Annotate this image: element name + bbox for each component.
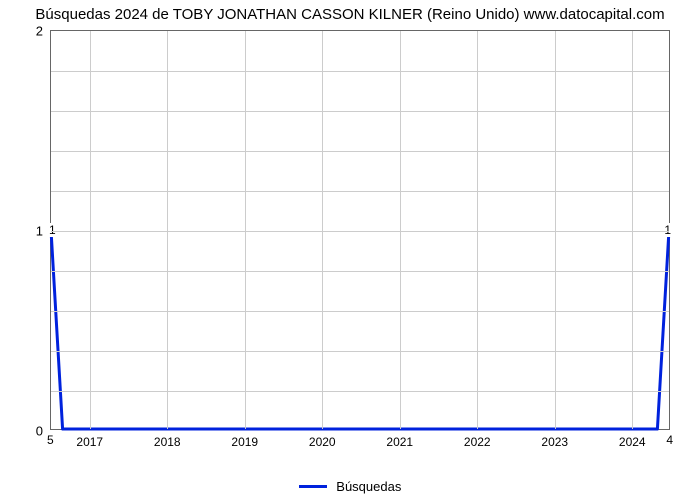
y-axis-label: 0 [36, 424, 43, 439]
legend: Búsquedas [0, 478, 700, 494]
x-gridline [555, 31, 556, 429]
x-axis-label: 2017 [76, 435, 103, 449]
x-axis-label: 2023 [541, 435, 568, 449]
x-gridline [90, 31, 91, 429]
y-minor-gridline [51, 111, 669, 112]
x-gridline [477, 31, 478, 429]
legend-swatch [299, 485, 327, 488]
legend-label: Búsquedas [336, 479, 401, 494]
y-minor-gridline [51, 191, 669, 192]
chart-area: 5 4 1 1 01220172018201920202021202220232… [50, 30, 670, 430]
x-gridline [632, 31, 633, 429]
x-axis-label: 2024 [619, 435, 646, 449]
x-axis-label: 2019 [231, 435, 258, 449]
chart-title: Búsquedas 2024 de TOBY JONATHAN CASSON K… [0, 0, 700, 23]
x-axis-label: 2020 [309, 435, 336, 449]
inner-bottom-right-label: 4 [666, 433, 673, 447]
inner-mid-left-label: 1 [47, 223, 58, 237]
y-minor-gridline [51, 271, 669, 272]
x-gridline [400, 31, 401, 429]
x-gridline [322, 31, 323, 429]
y-minor-gridline [51, 351, 669, 352]
y-minor-gridline [51, 391, 669, 392]
x-gridline [245, 31, 246, 429]
y-minor-gridline [51, 71, 669, 72]
x-axis-label: 2018 [154, 435, 181, 449]
x-axis-label: 2021 [386, 435, 413, 449]
x-gridline [167, 31, 168, 429]
inner-mid-right-label: 1 [662, 223, 673, 237]
inner-bottom-left-label: 5 [47, 433, 54, 447]
y-axis-label: 2 [36, 24, 43, 39]
plot-region: 5 4 1 1 01220172018201920202021202220232… [50, 30, 670, 430]
y-gridline [51, 231, 669, 232]
chart-container: Búsquedas 2024 de TOBY JONATHAN CASSON K… [0, 0, 700, 500]
y-minor-gridline [51, 311, 669, 312]
x-axis-label: 2022 [464, 435, 491, 449]
series-line [51, 31, 669, 429]
y-minor-gridline [51, 151, 669, 152]
y-axis-label: 1 [36, 224, 43, 239]
